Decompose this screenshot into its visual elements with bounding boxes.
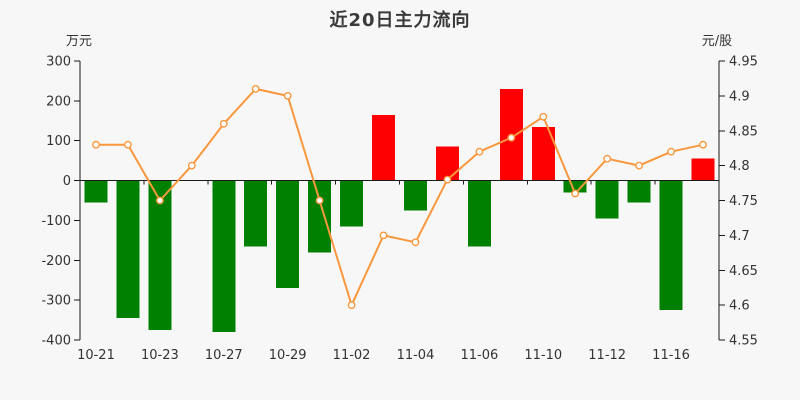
- price-point-marker: [187, 161, 196, 170]
- price-point-marker: [603, 154, 612, 163]
- right-axis-tick-label: 4.55: [729, 334, 758, 349]
- x-axis-date-label: 10-21: [77, 348, 115, 363]
- x-axis-date-label: 11-06: [460, 348, 498, 363]
- price-point-marker: [92, 140, 100, 149]
- price-point-marker: [124, 140, 132, 149]
- outflow-bar: [627, 180, 651, 203]
- right-axis-tick-label: 4.8: [729, 159, 750, 174]
- price-point-marker: [667, 147, 675, 156]
- left-axis-tick-label: 100: [46, 134, 71, 149]
- outflow-bar: [308, 180, 332, 253]
- right-axis-tick-label: 4.75: [729, 194, 758, 209]
- right-axis-unit-label: 元/股: [701, 34, 733, 49]
- inflow-bar: [435, 146, 459, 181]
- left-axis-tick-label: -400: [41, 334, 71, 349]
- price-point-marker: [507, 133, 516, 142]
- x-axis-date-label: 10-23: [141, 348, 179, 363]
- outflow-bar: [148, 180, 172, 331]
- outflow-bar: [563, 180, 587, 193]
- price-point-marker: [283, 92, 292, 100]
- x-axis-date-label: 10-29: [269, 348, 307, 363]
- x-axis-date-label: 10-27: [205, 348, 243, 363]
- price-point-marker: [251, 85, 260, 93]
- outflow-bar: [84, 180, 108, 203]
- price-point-marker: [219, 119, 228, 128]
- price-point-marker: [379, 231, 388, 240]
- price-point-marker: [539, 112, 548, 121]
- price-point-marker: [155, 196, 164, 205]
- x-axis-date-label: 11-02: [333, 348, 371, 363]
- inflow-bar: [531, 126, 555, 181]
- left-axis-unit-label: 万元: [65, 34, 93, 49]
- right-axis-tick-label: 4.95: [729, 55, 758, 70]
- outflow-bar: [467, 180, 491, 247]
- outflow-bar: [276, 180, 300, 289]
- left-axis-tick-label: 0: [63, 174, 71, 189]
- price-point-marker: [315, 196, 324, 205]
- x-axis-date-label: 11-12: [588, 348, 626, 363]
- outflow-bar: [595, 180, 619, 219]
- outflow-bar: [404, 180, 427, 211]
- left-axis-tick-label: -200: [41, 254, 71, 269]
- inflow-bar: [691, 158, 715, 181]
- right-axis-tick-label: 4.9: [729, 89, 750, 104]
- price-point-marker: [475, 147, 484, 156]
- outflow-bar: [659, 180, 683, 311]
- right-axis-tick-label: 4.7: [729, 229, 750, 244]
- x-axis-date-label: 11-04: [397, 348, 435, 363]
- outflow-bar: [244, 180, 268, 247]
- price-line: [96, 87, 704, 307]
- x-axis-date-label: 11-10: [524, 348, 562, 363]
- price-point-marker: [699, 140, 707, 149]
- right-axis-tick-label: 4.6: [729, 299, 750, 314]
- left-axis-tick-label: 200: [46, 94, 71, 109]
- left-axis-tick-label: 300: [46, 55, 71, 70]
- price-point-marker: [411, 238, 420, 247]
- price-point-marker: [443, 175, 452, 184]
- x-axis-date-label: 11-16: [652, 348, 690, 363]
- price-point-marker: [571, 189, 580, 198]
- chart-title: 近20日主力流向: [329, 10, 471, 31]
- right-axis-tick-label: 4.65: [729, 264, 758, 279]
- price-point-marker: [635, 161, 643, 170]
- right-axis-tick-label: 4.85: [729, 124, 758, 139]
- left-axis-tick-label: -100: [41, 214, 71, 229]
- outflow-bar: [212, 180, 236, 333]
- inflow-bar: [372, 114, 395, 181]
- left-axis-tick-label: -300: [41, 294, 71, 309]
- outflow-bar: [116, 180, 140, 319]
- price-point-marker: [347, 301, 356, 309]
- outflow-bar: [340, 180, 364, 227]
